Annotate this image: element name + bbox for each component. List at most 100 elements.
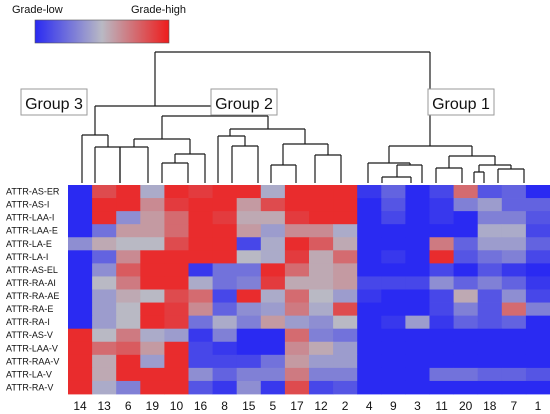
heatmap-cell [140,250,165,264]
row-label: ATTR-LAA-E [6,226,58,236]
heatmap-cell [92,367,117,382]
heatmap-cell [164,237,189,251]
legend-high-label: Grade-high [131,4,186,16]
heatmap-cell [405,250,430,264]
heatmap-cell [405,328,430,343]
heatmap-cell [405,211,430,225]
heatmap-cell [453,315,479,330]
heatmap-cell [501,250,527,264]
heatmap-cell [525,354,550,369]
heatmap-cell [525,302,550,317]
heatmap-cell [309,185,334,199]
heatmap-cell [357,380,382,395]
heatmap-cell [188,263,213,277]
heatmap-cell [260,211,286,225]
heatmap-cell [68,263,93,277]
heatmap-cell [92,250,117,264]
heatmap-cell [309,354,334,369]
heatmap-cell [68,276,93,290]
heatmap-cell [333,354,358,369]
heatmap-cell [357,198,382,212]
row-label: ATTR-LA-E [6,239,52,249]
heatmap-cell [453,341,479,356]
heatmap-cell [309,315,334,330]
column-label: 1 [535,399,542,413]
heatmap-cell [260,289,286,303]
heatmap-cell [309,367,334,382]
heatmap-cell [525,276,550,290]
heatmap-cell [68,237,93,251]
heatmap-cell [140,367,165,382]
heatmap-cell [212,341,238,356]
heatmap-cell [333,302,358,317]
heatmap-cell [188,302,213,317]
heatmap-cell [284,380,310,395]
heatmap-cell [525,289,550,303]
heatmap-cell [188,315,213,330]
column-label: 8 [221,399,228,413]
row-label: ATTR-RA-I [6,317,50,327]
heatmap-cell [116,198,141,212]
heatmap-cell [140,185,165,199]
heatmap-cell [164,367,189,382]
heatmap-cell [477,185,503,199]
heatmap-cell [236,250,262,264]
heatmap-cell [260,302,286,317]
heatmap-cell [429,354,454,369]
heatmap-cell [453,302,479,317]
heatmap-cell [68,289,93,303]
heatmap-cell [260,367,286,382]
heatmap-cell [236,237,262,251]
heatmap-cell [477,367,503,382]
heatmap-cell [333,341,358,356]
heatmap-cell [525,380,550,395]
heatmap-cell [92,198,117,212]
heatmap-cell [333,380,358,395]
row-label: ATTR-LAA-V [6,343,58,353]
heatmap-cell [92,380,117,395]
heatmap-cell [68,328,93,343]
heatmap-cell [477,315,503,330]
row-label: ATTR-AS-EL [6,265,58,275]
heatmap-cell [477,289,503,303]
heatmap-cell [236,224,262,238]
heatmap-cell [116,302,141,317]
heatmap-cell [236,380,262,395]
heatmap-cell [164,224,189,238]
heatmap-cell [477,302,503,317]
group-labels: Group 3 Group 2 Group 1 [20,88,495,116]
heatmap-cell [525,341,550,356]
heatmap-cell [164,328,189,343]
heatmap-cell [140,276,165,290]
heatmap-cell [429,315,454,330]
heatmap-cell [260,276,286,290]
heatmap-cell [188,237,213,251]
heatmap-cell [164,341,189,356]
heatmap-cell [68,302,93,317]
heatmap-cell [309,328,334,343]
heatmap-cell [357,224,382,238]
heatmap-cell [92,276,117,290]
heatmap-cell [68,354,93,369]
heatmap-cell [284,354,310,369]
heatmap-cell [116,289,141,303]
heatmap-cell [453,328,479,343]
heatmap-cell [309,341,334,356]
heatmap-cell [357,289,382,303]
heatmap-cell [188,341,213,356]
heatmap-cell [429,380,454,395]
heatmap-cell [453,185,479,199]
heatmap-cell [405,354,430,369]
heatmap-cell [68,198,93,212]
heatmap-cell [453,354,479,369]
heatmap-cell [429,185,454,199]
heatmap-cell [212,224,238,238]
heatmap-cell [260,237,286,251]
heatmap-cell [309,198,334,212]
heatmap-cell [284,211,310,225]
heatmap-cell [453,224,479,238]
heatmap-cell [188,276,213,290]
heatmap-cell [333,289,358,303]
heatmap-cell [429,224,454,238]
heatmap-cell [260,354,286,369]
